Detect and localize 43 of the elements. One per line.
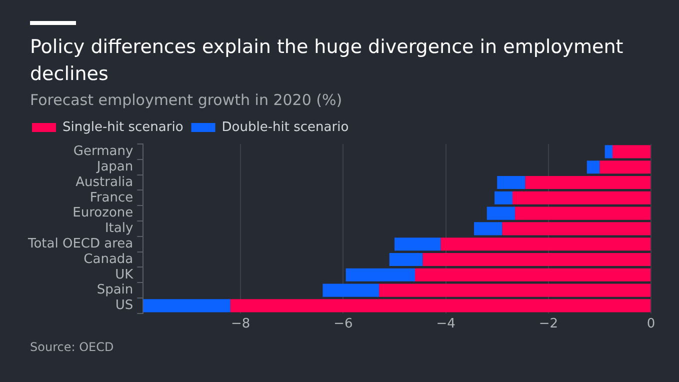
bar xyxy=(604,145,613,158)
x-tick-label: −6 xyxy=(334,316,353,332)
bar xyxy=(612,145,650,158)
bar xyxy=(474,222,502,236)
y-tick-label: Japan xyxy=(96,159,134,174)
y-tick-label: France xyxy=(90,190,134,206)
bar xyxy=(512,191,650,204)
y-tick-label: Spain xyxy=(96,282,134,298)
chart-subtitle: Forecast employment growth in 2020 (%) xyxy=(30,91,342,109)
bar xyxy=(394,238,441,251)
bar xyxy=(586,160,600,174)
y-tick-label: Total OECD area xyxy=(26,236,134,252)
bar xyxy=(389,252,423,266)
bar xyxy=(379,284,650,297)
x-tick-label: −2 xyxy=(538,316,558,332)
y-tick-label: Eurozone xyxy=(72,206,134,221)
y-tick-label: Australia xyxy=(76,174,134,190)
legend-label: Single-hit scenario xyxy=(62,120,184,135)
bar xyxy=(230,299,650,312)
bar xyxy=(600,160,650,174)
bar xyxy=(497,176,526,190)
bar xyxy=(515,206,650,220)
bar xyxy=(322,284,380,297)
legend-label: Double-hit scenario xyxy=(222,120,349,135)
bar xyxy=(502,222,650,236)
source-note: Source: OECD xyxy=(30,340,114,354)
y-tick-label: Italy xyxy=(104,221,134,236)
y-tick-label: US xyxy=(115,298,134,314)
x-tick-label: 0 xyxy=(646,316,656,332)
y-tick-label: UK xyxy=(115,267,134,282)
x-tick-label: −8 xyxy=(231,316,250,332)
x-tick-label: −4 xyxy=(436,316,456,332)
chart-title: Policy differences explain the huge divergence in employment declines xyxy=(30,35,624,87)
bar xyxy=(422,252,650,266)
bar xyxy=(415,268,650,282)
y-tick-label: Canada xyxy=(84,252,134,267)
y-tick-label: Germany xyxy=(73,144,134,160)
bar xyxy=(346,268,416,282)
bar xyxy=(440,238,650,251)
bar xyxy=(525,176,650,190)
bar xyxy=(486,206,516,220)
bar xyxy=(494,191,512,204)
bar xyxy=(143,299,230,312)
